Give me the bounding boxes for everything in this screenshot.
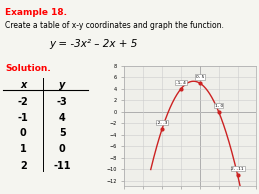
Text: -1, 4: -1, 4 (176, 81, 186, 85)
Text: -1: -1 (18, 113, 29, 123)
Text: -3: -3 (57, 97, 68, 107)
Text: -2: -2 (18, 97, 29, 107)
Text: x: x (20, 80, 26, 90)
Text: 4: 4 (59, 113, 66, 123)
Text: 1, 0: 1, 0 (214, 104, 223, 108)
Text: 0: 0 (20, 128, 27, 138)
Text: -11: -11 (53, 161, 71, 171)
Text: 0: 0 (59, 144, 66, 154)
Text: y: y (59, 80, 65, 90)
Text: Create a table of x-y coordinates and graph the function.: Create a table of x-y coordinates and gr… (5, 21, 224, 30)
Text: 0, 5: 0, 5 (196, 75, 204, 79)
Text: 2, -11: 2, -11 (231, 167, 244, 171)
Text: 1: 1 (20, 144, 27, 154)
Text: y = -3x² – 2x + 5: y = -3x² – 2x + 5 (49, 39, 138, 49)
Text: 2: 2 (20, 161, 27, 171)
Text: 5: 5 (59, 128, 66, 138)
Text: Solution.: Solution. (5, 64, 51, 73)
Text: -2, -3: -2, -3 (156, 121, 168, 125)
Text: Example 18.: Example 18. (5, 8, 67, 17)
